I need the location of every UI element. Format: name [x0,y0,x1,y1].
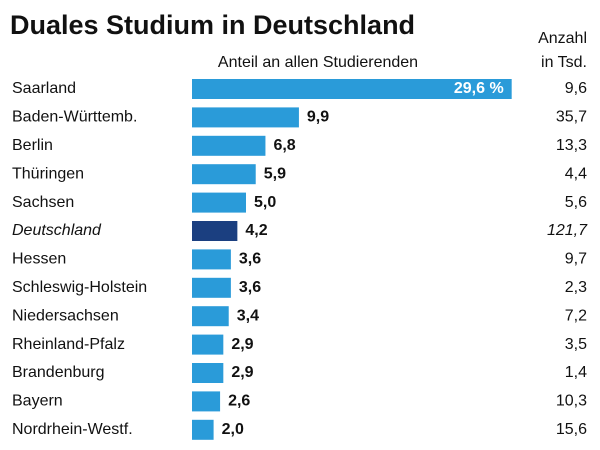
value-label: 4,2 [245,222,267,239]
count-label: 35,7 [556,109,587,126]
bar [192,306,229,327]
value-label: 2,6 [228,393,250,410]
value-label: 2,9 [231,336,253,353]
value-label: 3,6 [239,251,261,268]
count-header: Anzahl [538,30,587,47]
category-label: Baden-Württemb. [12,109,137,126]
category-label: Deutschland [12,222,102,239]
category-label: Thüringen [12,165,84,182]
category-label: Brandenburg [12,364,105,381]
count-label: 9,7 [565,251,587,268]
bar [192,79,512,99]
count-label: 7,2 [565,307,587,324]
chart-title: Duales Studium in Deutschland [10,10,415,40]
category-label: Bayern [12,393,63,410]
category-label: Berlin [12,137,53,154]
bar [192,334,224,355]
bar [192,164,256,185]
category-label: Rheinland-Pfalz [12,336,125,353]
value-label: 2,9 [231,364,253,381]
count-label: 121,7 [547,222,588,239]
bar [192,391,221,412]
value-label: 3,4 [237,307,259,324]
count-label: 5,6 [565,194,587,211]
bar [192,363,224,383]
category-label: Nordrhein-Westf. [12,421,133,438]
bar [192,249,231,270]
category-label: Schleswig-Holstein [12,279,147,296]
bar [192,107,299,128]
bar [192,135,266,156]
count-label: 10,3 [556,393,587,410]
category-label: Niedersachsen [12,307,119,324]
value-label: 5,9 [264,165,286,182]
count-label: 9,6 [565,80,587,97]
bar [192,192,246,213]
value-label: 9,9 [307,109,329,126]
bar [192,277,231,298]
count-header: in Tsd. [541,54,587,71]
subtitle: Anteil an allen Studierenden [218,54,418,71]
value-label: 6,8 [273,137,295,154]
count-label: 1,4 [565,364,587,381]
count-label: 3,5 [565,336,587,353]
count-label: 13,3 [556,137,587,154]
count-label: 15,6 [556,421,587,438]
category-label: Saarland [12,80,76,97]
value-label: 5,0 [254,194,276,211]
value-label: 29,6 % [454,80,504,97]
bar [192,419,214,440]
category-label: Sachsen [12,194,74,211]
category-label: Hessen [12,251,66,268]
value-label: 3,6 [239,279,261,296]
value-label: 2,0 [222,421,244,438]
count-label: 2,3 [565,279,587,296]
count-label: 4,4 [565,165,587,182]
bar [192,221,238,241]
